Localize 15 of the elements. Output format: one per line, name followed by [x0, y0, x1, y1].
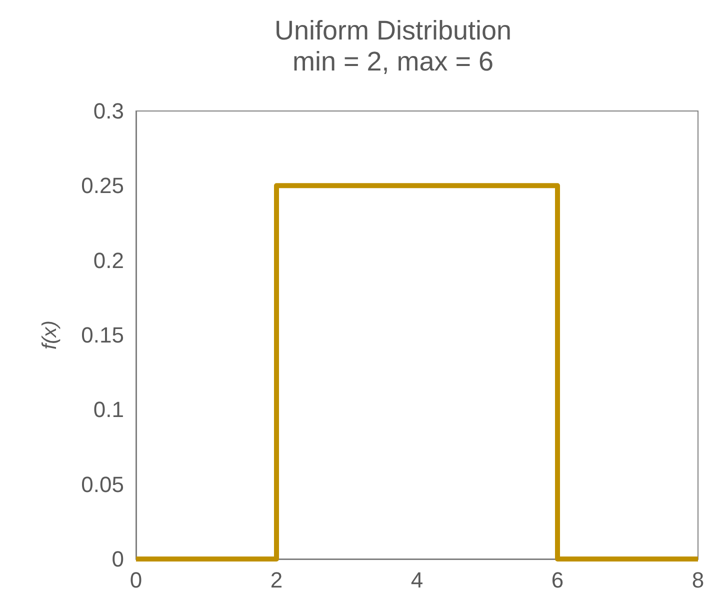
x-tick-label: 4 [410, 568, 424, 592]
y-tick-label: 0.25 [81, 173, 124, 198]
y-tick-label: 0.3 [93, 98, 124, 124]
x-tick-label: 0 [130, 568, 142, 592]
chart-title: Uniform Distribution [274, 16, 512, 46]
y-tick-label: 0.15 [81, 322, 124, 348]
x-tick-label: 2 [270, 568, 283, 592]
x-tick-label: 6 [551, 568, 564, 592]
y-tick-label: 0 [112, 546, 124, 572]
y-tick-label: 0.1 [93, 397, 124, 422]
x-tick-label: 8 [692, 568, 704, 592]
y-tick-label: 0.05 [81, 472, 124, 497]
y-axis-title: f(x) [39, 320, 61, 350]
y-tick-label: 0.2 [93, 248, 124, 273]
chart-subtitle: min = 2, max = 6 [292, 46, 494, 76]
